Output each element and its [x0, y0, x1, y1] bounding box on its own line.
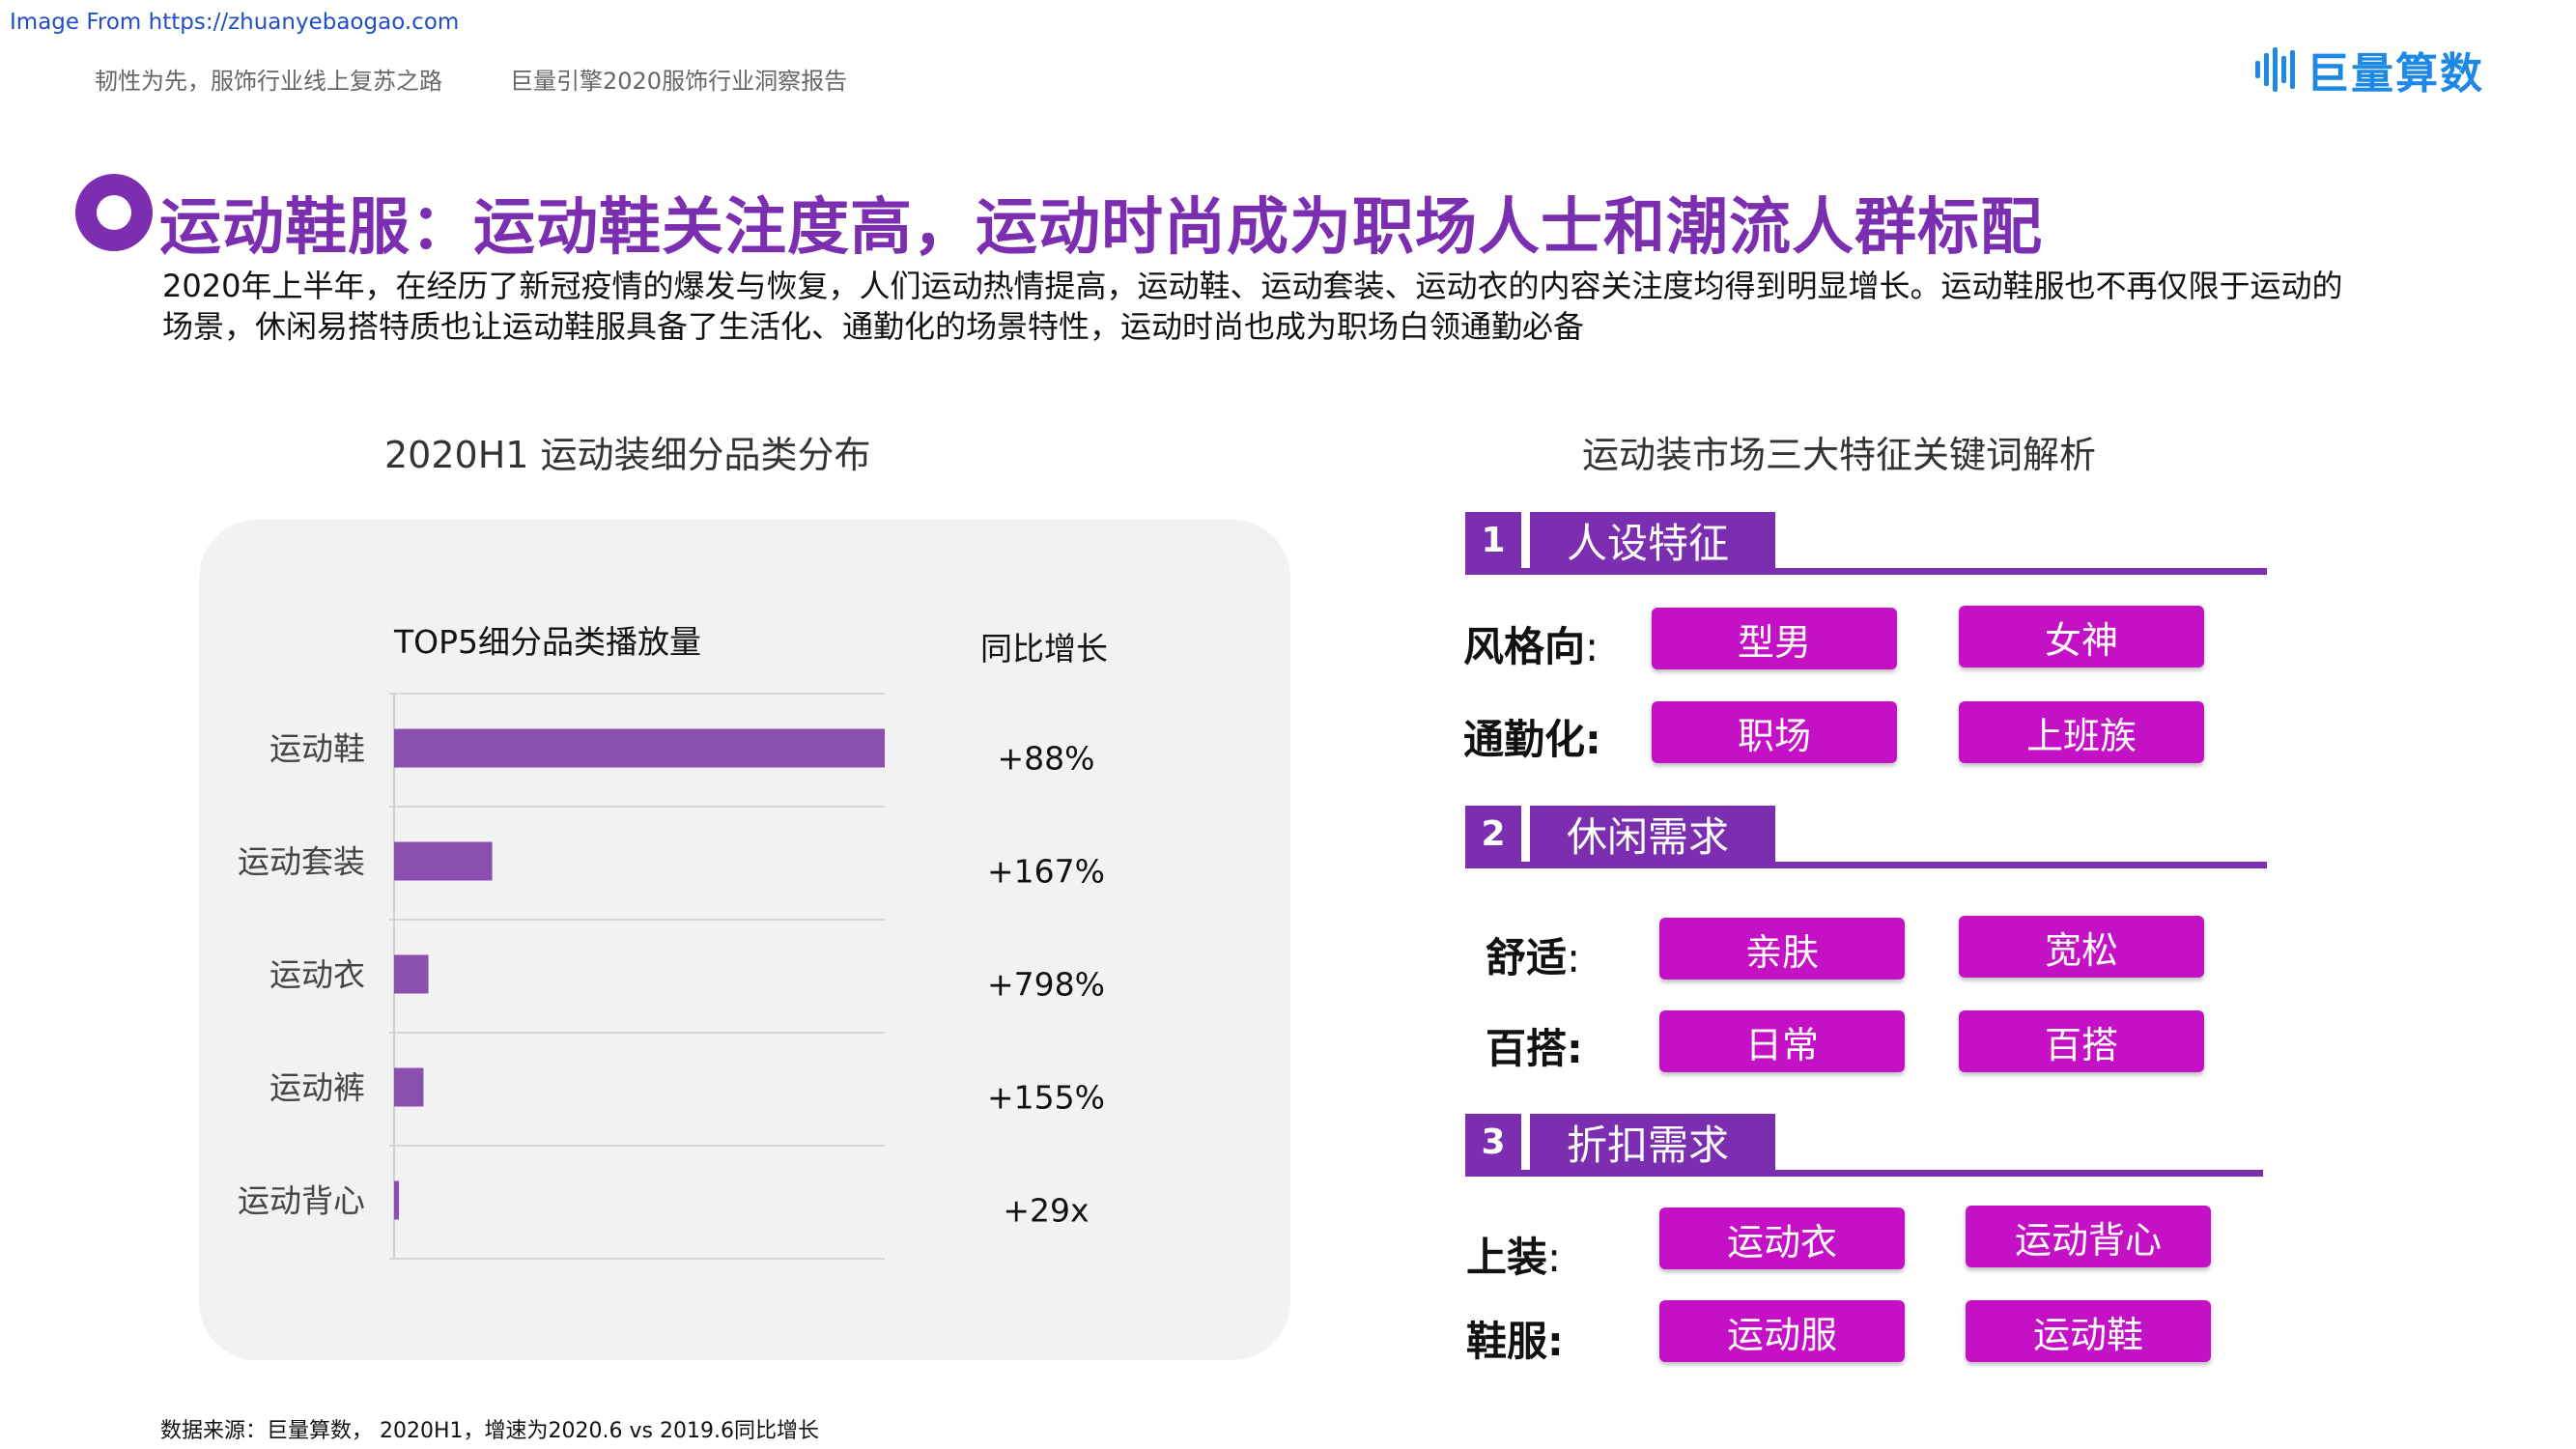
section-1-badge: 1: [1465, 512, 1521, 568]
tag-shangbanzu: 上班族: [1959, 701, 2204, 763]
logo: 巨量算数: [2255, 39, 2484, 100]
section-3-label: 折扣需求: [1530, 1114, 1775, 1170]
section-3-row-1-label: 上装:: [1466, 1234, 1562, 1281]
tag-baida: 百搭: [1959, 1010, 2204, 1072]
section-2-divider: [1465, 862, 2267, 868]
tag-yundongbeixin: 运动背心: [1966, 1206, 2211, 1267]
data-source-note: 数据来源：巨量算数， 2020H1，增速为2020.6 vs 2019.6同比增…: [160, 1419, 819, 1443]
section-3-badge: 3: [1465, 1114, 1521, 1170]
title-ring-icon: [75, 174, 153, 251]
section-1-label: 人设特征: [1530, 512, 1775, 568]
tag-kuansong: 宽松: [1959, 916, 2204, 978]
section-2-row-2-label: 百搭:: [1486, 1025, 1583, 1072]
report-name: 巨量引擎2020服饰行业洞察报告: [510, 68, 848, 95]
source-link[interactable]: Image From https://zhuanyebaogao.com: [10, 10, 460, 35]
yoy-header: 同比增长: [980, 630, 1108, 668]
report-subtitle: 韧性为先，服饰行业线上复苏之路: [95, 68, 442, 95]
section-2-badge: 2: [1465, 806, 1521, 862]
section-2-label: 休闲需求: [1530, 806, 1775, 862]
chart-panel: [199, 520, 1290, 1360]
tag-xingnan: 型男: [1652, 608, 1897, 669]
logo-bars-icon: [2255, 47, 2295, 92]
chart-xlabel: TOP5细分品类播放量: [394, 623, 702, 661]
page-description: 2020年上半年，在经历了新冠疫情的爆发与恢复，人们运动热情提高，运动鞋、运动套…: [162, 268, 2343, 345]
tag-zhichang: 职场: [1652, 701, 1897, 763]
section-1-row-1-label: 风格向:: [1463, 623, 1599, 670]
section-3-row-2-label: 鞋服:: [1466, 1318, 1564, 1365]
page-title: 运动鞋服：运动鞋关注度高，运动时尚成为职场人士和潮流人群标配: [159, 192, 2043, 264]
keywords-title: 运动装市场三大特征关键词解析: [1582, 434, 2097, 476]
section-2-row-1-label: 舒适:: [1486, 934, 1581, 981]
section-3-divider: [1465, 1170, 2263, 1177]
chart-title: 2020H1 运动装细分品类分布: [384, 434, 871, 476]
tag-yundongxie: 运动鞋: [1966, 1300, 2211, 1362]
tag-yundongyi: 运动衣: [1659, 1208, 1905, 1269]
tag-yundongfu: 运动服: [1659, 1300, 1905, 1362]
section-1-divider: [1465, 568, 2267, 575]
section-1-row-2-label: 通勤化:: [1463, 716, 1601, 763]
tag-richang: 日常: [1659, 1010, 1905, 1072]
tag-qinfu: 亲肤: [1659, 918, 1905, 980]
tag-nvshen: 女神: [1959, 606, 2204, 668]
logo-text: 巨量算数: [2307, 49, 2484, 99]
